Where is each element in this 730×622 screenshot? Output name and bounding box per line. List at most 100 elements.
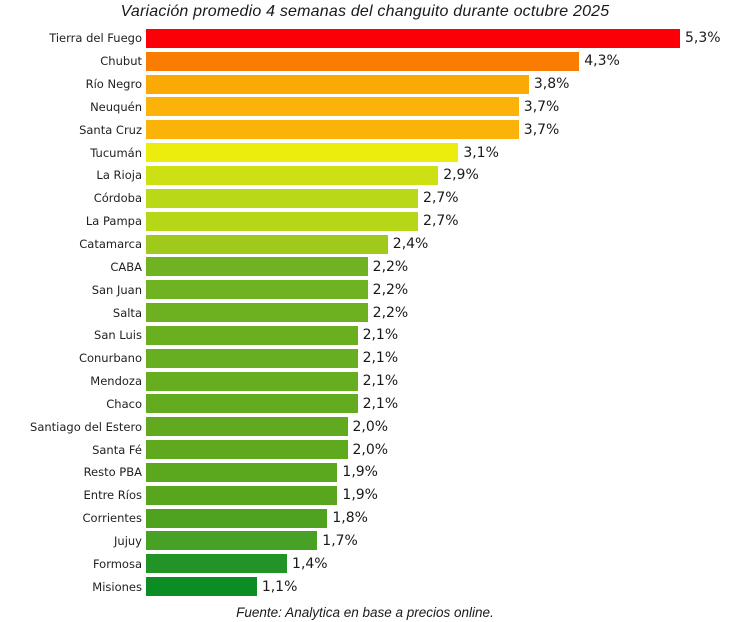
chart-row: Corrientes 1,8% xyxy=(0,507,730,530)
category-label: Tucumán xyxy=(90,145,142,160)
value-label: 5,3% xyxy=(685,30,721,47)
category-label: Formosa xyxy=(92,556,142,571)
bar xyxy=(146,348,358,368)
chart-title: Variación promedio 4 semanas del changui… xyxy=(120,3,610,20)
value-label: 1,9% xyxy=(342,464,378,481)
bar-track: 1,9% xyxy=(146,461,680,484)
chart-rows: Tierra del Fuego 5,3% Chubut 4,3% Río Negro 3… xyxy=(0,27,730,598)
bar-track: 2,1% xyxy=(146,347,680,370)
bar xyxy=(146,508,328,528)
category-label: Tierra del Fuego xyxy=(49,31,142,46)
bar xyxy=(146,51,580,71)
bar xyxy=(146,74,529,94)
value-label: 2,1% xyxy=(362,350,399,367)
bar xyxy=(146,97,519,117)
bar-track: 2,4% xyxy=(146,233,680,256)
value-label: 2,7% xyxy=(423,213,459,230)
chart-row: Chaco 2,1% xyxy=(0,393,730,416)
value-label: 2,1% xyxy=(362,373,399,390)
category-label: Santa Fé xyxy=(92,442,142,457)
chart-row: Chubut 4,3% xyxy=(0,50,730,73)
value-label: 2,1% xyxy=(362,395,399,412)
source-note: Fuente: Analytica en base a precios onli… xyxy=(236,605,494,620)
bar-track: 2,7% xyxy=(146,210,680,233)
chart-row: Conurbano 2,1% xyxy=(0,347,730,370)
bar xyxy=(146,257,368,277)
bar-track: 2,0% xyxy=(146,415,680,438)
value-label: 3,1% xyxy=(463,144,499,161)
bar xyxy=(146,143,459,163)
chart-row: Entre Ríos 1,9% xyxy=(0,484,730,507)
category-label: Mendoza xyxy=(90,374,142,389)
bar xyxy=(146,531,318,551)
chart-row: Misiones 1,1% xyxy=(0,575,730,598)
category-label: Río Negro xyxy=(85,77,142,92)
chart-row: Tucumán 3,1% xyxy=(0,141,730,164)
value-label: 2,4% xyxy=(392,236,429,253)
value-label: 1,1% xyxy=(261,578,298,595)
value-label: 2,0% xyxy=(352,441,389,458)
bar xyxy=(146,303,368,323)
category-label: San Luis xyxy=(94,328,142,343)
chart-row: Tierra del Fuego 5,3% xyxy=(0,27,730,50)
bar xyxy=(146,417,348,437)
category-label: Córdoba xyxy=(93,191,142,206)
bar xyxy=(146,188,419,208)
value-label: 2,0% xyxy=(352,418,389,435)
value-label: 2,1% xyxy=(362,327,399,344)
bar-track: 3,1% xyxy=(146,141,680,164)
chart-row: Mendoza 2,1% xyxy=(0,370,730,393)
bar-track: 4,3% xyxy=(146,50,680,73)
bar-track: 3,7% xyxy=(146,96,680,119)
category-label: Misiones xyxy=(92,579,142,594)
value-label: 1,7% xyxy=(322,532,358,549)
bar xyxy=(146,394,358,414)
chart-row: Santiago del Estero 2,0% xyxy=(0,415,730,438)
category-label: Entre Ríos xyxy=(83,488,142,503)
category-label: Chaco xyxy=(106,396,142,411)
bar xyxy=(146,280,368,300)
category-label: La Rioja xyxy=(96,168,142,183)
category-label: La Pampa xyxy=(85,214,142,229)
bar-track: 1,4% xyxy=(146,552,680,575)
bar xyxy=(146,120,519,140)
chart-row: Salta 2,2% xyxy=(0,301,730,324)
category-label: Resto PBA xyxy=(83,465,142,480)
value-label: 2,2% xyxy=(372,304,409,321)
bar-track: 2,9% xyxy=(146,164,680,187)
bar-track: 2,2% xyxy=(146,301,680,324)
chart-row: Formosa 1,4% xyxy=(0,552,730,575)
category-label: Neuquén xyxy=(90,99,142,114)
chart-row: Santa Fé 2,0% xyxy=(0,438,730,461)
chart-row: Río Negro 3,8% xyxy=(0,73,730,96)
value-label: 2,9% xyxy=(443,167,479,184)
category-label: Catamarca xyxy=(79,237,142,252)
value-label: 2,2% xyxy=(372,281,409,298)
bar-track: 2,1% xyxy=(146,393,680,416)
bar xyxy=(146,325,358,345)
bar xyxy=(146,577,257,597)
bar-track: 2,0% xyxy=(146,438,680,461)
bar-track: 1,8% xyxy=(146,507,680,530)
category-label: Conurbano xyxy=(78,351,142,366)
value-label: 1,9% xyxy=(342,487,378,504)
bar-track: 2,2% xyxy=(146,255,680,278)
chart-row: Córdoba 2,7% xyxy=(0,187,730,210)
bar xyxy=(146,165,439,185)
category-label: Corrientes xyxy=(82,511,142,526)
bar xyxy=(146,554,288,574)
value-label: 2,2% xyxy=(372,258,409,275)
chart-row: Santa Cruz 3,7% xyxy=(0,118,730,141)
value-label: 1,8% xyxy=(332,510,368,527)
chart-row: San Juan 2,2% xyxy=(0,278,730,301)
chart-row: Resto PBA 1,9% xyxy=(0,461,730,484)
bar-track: 2,2% xyxy=(146,278,680,301)
chart-row: CABA 2,2% xyxy=(0,255,730,278)
category-label: Santa Cruz xyxy=(79,122,142,137)
value-label: 3,7% xyxy=(523,98,560,115)
chart-row: La Rioja 2,9% xyxy=(0,164,730,187)
value-label: 4,3% xyxy=(584,53,620,70)
bar-track: 1,1% xyxy=(146,575,680,598)
bar-track: 3,7% xyxy=(146,118,680,141)
